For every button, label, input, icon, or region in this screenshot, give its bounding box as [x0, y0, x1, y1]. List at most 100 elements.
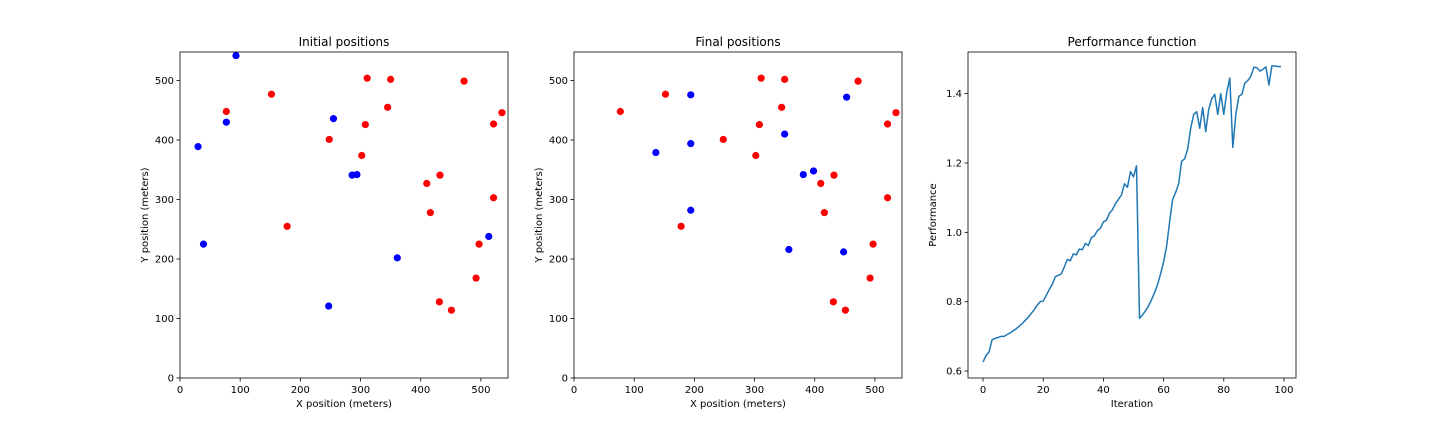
initial-positions-ytick-label: 200: [155, 255, 174, 266]
performance-function-xtick-label: 0: [980, 385, 986, 396]
initial-positions-series-1-point: [485, 232, 493, 241]
final-positions-series-0-point: [830, 171, 838, 179]
final-positions-series-1-point: [687, 140, 695, 148]
initial-positions-series-0-point: [475, 240, 483, 248]
final-positions-xtick-label: 100: [625, 385, 644, 396]
initial-positions-series-0-point: [387, 75, 395, 83]
final-positions-ytick-label: 0: [562, 374, 568, 385]
initial-positions-series-0-point: [426, 209, 434, 217]
performance-function-title: Performance function: [1068, 35, 1197, 49]
final-positions-series-0-point: [781, 75, 789, 83]
initial-positions-series-0-point: [222, 107, 230, 116]
initial-positions-series-0-point: [363, 74, 371, 82]
final-positions-series-0-point: [661, 90, 670, 98]
final-positions-series-0-point: [820, 209, 828, 217]
initial-positions-series-0-point: [283, 222, 291, 230]
performance-function-ytick-label: 1.2: [946, 158, 962, 169]
final-positions-series-0-point: [719, 135, 727, 144]
initial-positions-series-1-point: [199, 240, 208, 248]
initial-positions-series-1-point: [222, 118, 230, 126]
final-positions-series-0-point: [755, 120, 763, 129]
initial-positions-series-0-point: [447, 306, 456, 314]
initial-positions-series-0-point: [460, 77, 468, 85]
performance-function-ytick-label: 1.0: [946, 228, 962, 239]
final-positions-series-1-point: [652, 148, 660, 157]
initial-positions-series-0-point: [472, 274, 480, 282]
performance-function-plot-area: [982, 65, 1281, 363]
final-positions-series-0-point: [866, 274, 874, 282]
initial-positions-series-0-point: [423, 179, 431, 188]
initial-positions-series-0-point: [325, 135, 333, 144]
initial-positions-series-1-point: [325, 302, 333, 310]
initial-positions-xtick-label: 0: [177, 385, 183, 396]
final-positions-xtick-label: 200: [685, 385, 704, 396]
final-positions-ytick-label: 200: [549, 255, 568, 266]
final-positions-series-0-point: [829, 298, 837, 306]
initial-positions-x-axis-label: X position (meters): [296, 399, 392, 410]
performance-function-x-axis-label: Iteration: [1111, 399, 1153, 410]
initial-positions-xtick-label: 300: [351, 385, 370, 396]
initial-positions-series-0-point: [498, 109, 506, 117]
performance-function-panel: Performance function 0 20 40 60 80 100 0.6 0.8 1.…: [928, 35, 1297, 410]
initial-positions-ytick-label: 0: [168, 374, 174, 385]
initial-positions-xtick-label: 400: [411, 385, 430, 396]
initial-positions-series-0-point: [267, 90, 276, 98]
final-positions-series-0-point: [883, 120, 892, 128]
initial-positions-xtick-label: 200: [291, 385, 310, 396]
final-positions-plot-area: [616, 74, 900, 314]
performance-function-ytick-label: 0.8: [946, 297, 962, 308]
final-positions-series-0-point: [854, 77, 862, 85]
final-positions-series-1-point: [840, 248, 848, 256]
performance-function-ytick-label: 1.4: [946, 89, 962, 100]
initial-positions-axes-frame: [179, 51, 509, 379]
initial-positions-y-axis-label: Y position (meters): [140, 167, 151, 263]
initial-positions-ytick-label: 400: [155, 136, 174, 147]
initial-positions-xtick-label: 100: [231, 385, 250, 396]
initial-positions-series-1-point: [353, 170, 361, 179]
final-positions-series-1-point: [809, 167, 818, 175]
initial-positions-xtick-label: 500: [471, 385, 490, 396]
final-positions-series-0-point: [778, 103, 786, 111]
initial-positions-panel: Initial positions 0 100 200 300 400 500 0 100 200…: [140, 35, 509, 410]
final-positions-series-1-point: [785, 245, 793, 254]
final-positions-series-0-point: [869, 240, 877, 248]
performance-function-series-line: [982, 65, 1281, 363]
final-positions-ytick-label: 100: [549, 314, 568, 325]
performance-function-ytick-label: 0.6: [946, 367, 962, 378]
performance-function-xtick-label: 100: [1274, 385, 1293, 396]
initial-positions-series-1-point: [194, 142, 202, 151]
final-positions-series-1-point: [687, 206, 695, 214]
final-positions-xtick-label: 300: [745, 385, 764, 396]
initial-positions-series-0-point: [489, 120, 498, 128]
final-positions-xtick-label: 500: [865, 385, 884, 396]
initial-positions-series-0-point: [436, 171, 444, 179]
final-positions-title: Final positions: [695, 35, 780, 49]
initial-positions-series-1-point: [232, 51, 240, 60]
final-positions-series-1-point: [687, 91, 695, 99]
initial-positions-series-0-point: [384, 103, 392, 111]
final-positions-series-0-point: [677, 222, 685, 230]
final-positions-y-axis-label: Y position (meters): [534, 167, 545, 263]
final-positions-series-0-point: [752, 151, 760, 160]
final-positions-ytick-label: 500: [549, 76, 568, 87]
final-positions-series-1-point: [799, 170, 807, 179]
initial-positions-ytick-label: 300: [155, 195, 174, 206]
final-positions-ytick-label: 400: [549, 136, 568, 147]
performance-function-xtick-label: 60: [1157, 385, 1170, 396]
final-positions-xtick-label: 0: [571, 385, 577, 396]
initial-positions-ytick-label: 100: [155, 314, 174, 325]
final-positions-series-0-point: [841, 306, 850, 314]
initial-positions-title: Initial positions: [299, 35, 390, 49]
final-positions-series-1-point: [843, 93, 851, 101]
initial-positions-plot-area: [194, 51, 506, 314]
initial-positions-series-0-point: [361, 120, 369, 129]
performance-function-axes-frame: [967, 51, 1297, 379]
final-positions-axes-frame: [573, 51, 903, 379]
final-positions-series-0-point: [883, 194, 892, 202]
final-positions-xtick-label: 400: [805, 385, 824, 396]
performance-function-xtick-label: 20: [1037, 385, 1050, 396]
final-positions-series-0-point: [616, 107, 624, 116]
final-positions-panel: Final positions 0 100 200 300 400 500 0 100 200 30…: [534, 35, 903, 410]
